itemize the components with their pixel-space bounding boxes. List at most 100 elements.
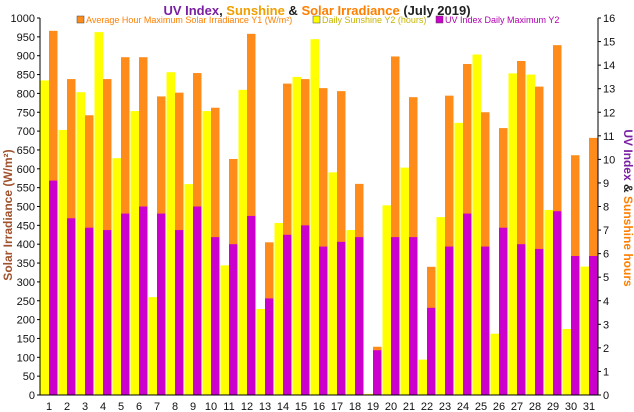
y-left-tick-label: 850 bbox=[17, 70, 35, 82]
x-tick-label: 16 bbox=[313, 401, 325, 412]
uv-index-bar bbox=[265, 298, 274, 395]
uv-index-bar bbox=[139, 206, 148, 395]
x-tick-label: 29 bbox=[547, 401, 559, 412]
y-right-tick-label: 6 bbox=[603, 249, 609, 261]
uv-index-bar bbox=[193, 206, 202, 395]
x-tick-label: 13 bbox=[259, 401, 271, 412]
y-left-tick-label: 750 bbox=[17, 107, 35, 119]
y-right-tick-label: 14 bbox=[603, 60, 615, 72]
uv-index-bar bbox=[481, 246, 490, 395]
bars-group bbox=[40, 30, 598, 396]
y-left-tick-label: 550 bbox=[17, 183, 35, 195]
legend: Average Hour Maximum Solar Irradiance Y1… bbox=[76, 15, 559, 25]
uv-index-bar bbox=[67, 218, 76, 395]
x-tick-label: 14 bbox=[277, 401, 289, 412]
x-tick-label: 24 bbox=[457, 401, 469, 412]
y-left-tick-label: 500 bbox=[17, 202, 35, 214]
sunshine-bar bbox=[436, 217, 445, 395]
x-tick-label: 17 bbox=[331, 401, 343, 412]
x-tick-label: 18 bbox=[349, 401, 361, 412]
uv-index-bar bbox=[409, 237, 418, 395]
sunshine-bar bbox=[526, 74, 535, 396]
y-left-tick-label: 600 bbox=[17, 164, 35, 176]
y-right-tick-label: 8 bbox=[603, 202, 609, 214]
x-tick-label: 21 bbox=[403, 401, 415, 412]
sunshine-bar bbox=[166, 72, 175, 395]
title-part-irradiance: Solar Irradiance bbox=[301, 3, 399, 18]
uv-index-bar bbox=[355, 237, 364, 395]
sunshine-bar bbox=[562, 329, 571, 395]
uv-index-bar bbox=[373, 350, 382, 395]
irradiance-bar bbox=[535, 86, 544, 395]
legend-swatch bbox=[312, 15, 321, 24]
x-tick-label: 6 bbox=[136, 401, 142, 412]
irradiance-bar bbox=[391, 56, 400, 395]
uv-index-bar bbox=[337, 241, 346, 395]
y-left-tick-label: 450 bbox=[17, 220, 35, 232]
y-right-tick-label: 12 bbox=[603, 107, 615, 119]
sunshine-bar bbox=[490, 333, 499, 395]
irradiance-bar bbox=[319, 88, 328, 395]
y-right-tick-label: 7 bbox=[603, 225, 609, 237]
uv-index-bar bbox=[463, 213, 472, 395]
x-tick-label: 11 bbox=[223, 401, 234, 412]
sunshine-bar bbox=[40, 80, 49, 396]
chart-title: UV Index, Sunshine & Solar Irradiance (J… bbox=[163, 3, 470, 18]
legend-label: Average Hour Maximum Solar Irradiance Y1… bbox=[86, 15, 292, 25]
y-right-tick-label: 16 bbox=[603, 13, 615, 25]
sunshine-bar bbox=[184, 184, 193, 395]
sunshine-bar bbox=[454, 122, 463, 396]
y-left-tick-label: 300 bbox=[17, 277, 35, 289]
sunshine-bar bbox=[418, 359, 427, 395]
y-right-tick-label: 15 bbox=[603, 37, 615, 49]
sunshine-bar bbox=[202, 111, 211, 396]
x-tick-label: 4 bbox=[100, 401, 106, 412]
y-right-tick-label: 13 bbox=[603, 84, 615, 96]
sunshine-bar bbox=[508, 73, 517, 395]
x-tick-label: 27 bbox=[511, 401, 523, 412]
y-right-tick-label: 11 bbox=[603, 131, 614, 143]
title-part-date: (July 2019) bbox=[400, 3, 471, 18]
uv-index-bar bbox=[589, 255, 598, 395]
uv-index-bar bbox=[427, 307, 436, 395]
sunshine-bar bbox=[400, 167, 409, 395]
x-tick-label: 3 bbox=[82, 401, 88, 412]
uv-index-bar bbox=[571, 255, 580, 395]
y2-label-sep: & bbox=[621, 181, 634, 196]
sunshine-bar bbox=[256, 308, 265, 395]
x-tick-label: 22 bbox=[421, 401, 433, 412]
uv-index-bar bbox=[211, 237, 220, 395]
legend-label: Daily Sunshine Y2 (hours) bbox=[322, 15, 426, 25]
title-sep-2: & bbox=[285, 3, 302, 18]
title-part-sunshine: Sunshine bbox=[226, 3, 285, 18]
sunshine-bar bbox=[544, 210, 553, 395]
x-tick-label: 15 bbox=[295, 401, 307, 412]
uv-index-bar bbox=[103, 230, 112, 395]
y2-label-uv: UV Index bbox=[621, 129, 634, 181]
uv-index-bar bbox=[499, 227, 508, 395]
x-tick-label: 12 bbox=[241, 401, 253, 412]
uv-index-bar bbox=[445, 246, 454, 395]
y-left-tick-label: 350 bbox=[17, 258, 35, 270]
y-left-tick-label: 800 bbox=[17, 88, 35, 100]
axes-group: 0501001502002503003504004505005506006507… bbox=[11, 13, 616, 412]
sunshine-bar bbox=[274, 222, 283, 395]
x-tick-label: 19 bbox=[367, 401, 379, 412]
sunshine-bar bbox=[580, 266, 589, 395]
x-tick-label: 7 bbox=[154, 401, 160, 412]
y-left-tick-label: 650 bbox=[17, 145, 35, 157]
y-left-tick-label: 950 bbox=[17, 32, 35, 44]
y-right-tick-label: 5 bbox=[603, 272, 609, 284]
legend-swatch bbox=[435, 15, 444, 24]
uv-index-bar bbox=[319, 246, 328, 395]
legend-swatch bbox=[76, 15, 85, 24]
sunshine-bar bbox=[148, 297, 157, 395]
x-tick-label: 1 bbox=[46, 401, 52, 412]
uv-index-bar bbox=[535, 248, 544, 395]
y-left-tick-label: 700 bbox=[17, 126, 35, 138]
sunshine-bar bbox=[346, 230, 355, 395]
sunshine-bar bbox=[112, 158, 121, 395]
uv-index-bar bbox=[553, 211, 562, 395]
